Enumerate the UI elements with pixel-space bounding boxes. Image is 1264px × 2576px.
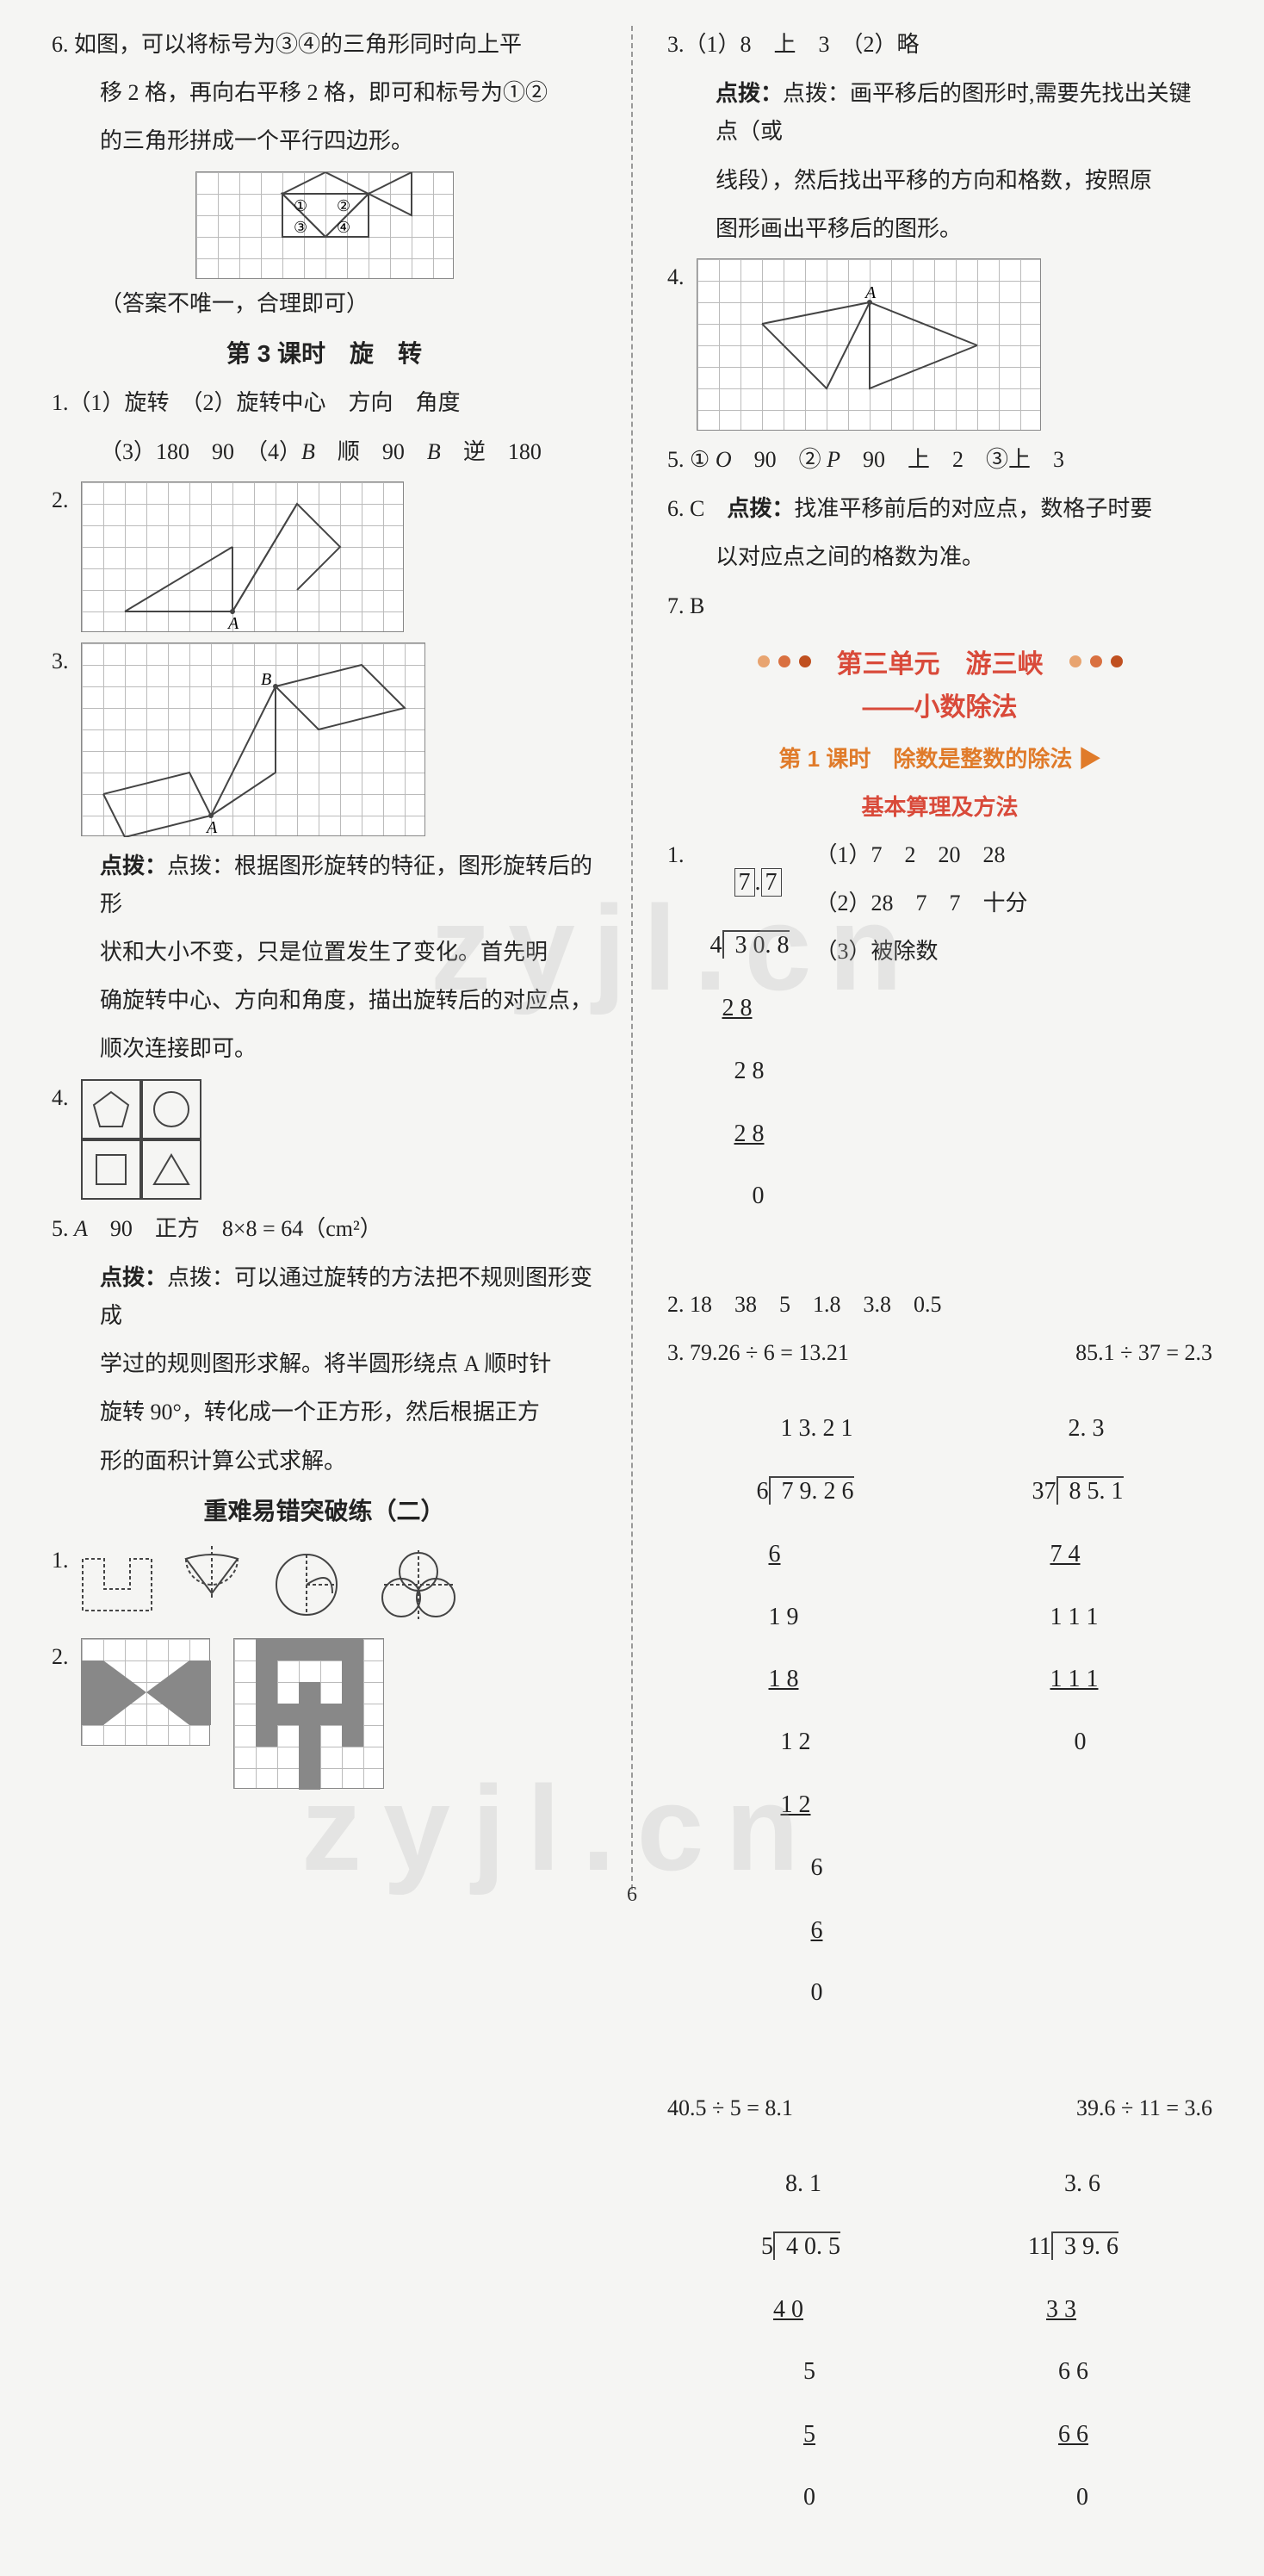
rq3divs: 1 3. 2 1 6 7 9. 2 6 6 1 9 1 8 1 2 1 2 6 … (667, 1382, 1212, 2072)
rq3: 3.（1）8 上 3 （2）略 (667, 26, 1212, 64)
div-39-6: 3. 6 11 3 9. 6 3 3 6 6 6 6 0 (1028, 2138, 1118, 2576)
q2-label: 2. (52, 487, 69, 512)
q3-hint2: 状和大小不变，只是位置发生了变化。首先明 (52, 934, 597, 971)
var-b: B (301, 439, 315, 464)
bottom-q2: 2. (52, 1638, 597, 1789)
rq3eq2row: 40.5 ÷ 5 = 8.1 39.6 ÷ 11 = 3.6 (667, 2089, 1212, 2127)
page-container: 6. 如图，可以将标号为③④的三角形同时向上平 移 2 格，再向右平移 2 格，… (34, 26, 1230, 1890)
q6-note: （答案不唯一，合理即可） (52, 285, 597, 323)
q3h1: 点拨：根据图形旋转的特征，图形旋转后的形 (100, 853, 592, 916)
rq1a3: （3）被除数 (815, 933, 1028, 971)
shape-triangle (141, 1139, 201, 1200)
q6-line3: 的三角形拼成一个平行四边形。 (52, 122, 597, 160)
q3-hint1: 点拨：点拨：根据图形旋转的特征，图形旋转后的形 (52, 847, 597, 923)
q4-label: 4. (52, 1085, 69, 1110)
rq1-row: 1. 7.7 4 3 0. 8 2 8 2 8 2 8 0 （1）7 2 20 … (667, 836, 1212, 1275)
bq2a-svg (82, 1639, 211, 1747)
svg-text:②: ② (337, 197, 350, 214)
svg-text:①: ① (294, 197, 307, 214)
svg-text:A: A (226, 614, 239, 633)
left-column: 6. 如图，可以将标号为③④的三角形同时向上平 移 2 格，再向右平移 2 格，… (34, 26, 614, 1890)
column-divider (631, 26, 633, 1890)
subtitle2: 重难易错突破练（二） (52, 1491, 597, 1532)
lesson3-q1: 1.（1）旋转 （2）旋转中心 方向 角度 (52, 384, 597, 422)
rq1-label: 1. (667, 836, 685, 874)
t3: 逆 180 (441, 439, 542, 464)
q5h1: 点拨：可以通过旋转的方法把不规则图形变成 (100, 1265, 592, 1328)
rq3-h3: 图形画出平移后的图形。 (667, 210, 1212, 248)
lesson3-q1b: （3）180 90 （4）B 顺 90 B 逆 180 (52, 433, 597, 471)
q4-row: 4. (52, 1079, 597, 1200)
shape-square (81, 1139, 141, 1200)
text: （3）180 90 （4） (100, 439, 301, 464)
bq1-label: 1. (52, 1548, 69, 1573)
unit3-dots: 第三单元 游三峡 (667, 642, 1212, 680)
rq6-1: 6. C 点拨：找准平移前后的对应点，数格子时要 (667, 489, 1212, 528)
shape-pentagon (81, 1079, 141, 1139)
unit3-title2: ——小数除法 (667, 686, 1212, 729)
q5-text: 5. A 90 正方 8×8 = 64（cm²） (52, 1210, 597, 1248)
q5-hint1: 点拨：点拨：可以通过旋转的方法把不规则图形变成 (52, 1258, 597, 1335)
rq3eq3: 40.5 ÷ 5 = 8.1 (667, 2089, 793, 2127)
rq3divs2: 8. 1 5 4 0. 5 4 0 5 5 0 3. 6 11 3 9. 6 3… (667, 2138, 1212, 2576)
q3-label: 3. (52, 649, 69, 673)
div-40-5: 8. 1 5 4 0. 5 4 0 5 5 0 (761, 2138, 840, 2576)
bq2-label: 2. (52, 1644, 69, 1669)
bottom-q1: 1. (52, 1542, 597, 1628)
div-79-26: 1 3. 2 1 6 7 9. 2 6 6 1 9 1 8 1 2 1 2 6 … (757, 1382, 854, 2072)
rq3h1t: 点拨：画平移后的图形时,需要先找出关键点（或 (716, 81, 1192, 144)
rq2: 2. 18 38 5 1.8 3.8 0.5 (667, 1286, 1212, 1324)
svg-text:A: A (864, 283, 877, 302)
rq6-2: 以对应点之间的格数为准。 (667, 538, 1212, 576)
rq4: 4. A (667, 258, 1212, 431)
bq1-svg (74, 1542, 548, 1628)
rq1-answers: （1）7 2 20 28 （2）28 7 7 十分 （3）被除数 (815, 836, 1028, 982)
lesson3-title: 第 3 课时 旋 转 (52, 333, 597, 375)
var-b2: B (427, 439, 441, 464)
lesson1-title: 第 1 课时 除数是整数的除法 ▶ (667, 740, 1212, 778)
div-85-1: 2. 3 37 8 5. 1 7 4 1 1 1 1 1 1 0 (1032, 1382, 1124, 2072)
q6-figure: ① ② ③ ④ (52, 171, 597, 285)
rq4-svg: A (697, 259, 1042, 431)
triangle-icon: ▶ (1079, 746, 1101, 772)
q5-hint4: 形的面积计算公式求解。 (52, 1443, 597, 1480)
rq3-h2: 线段），然后找出平移的方向和格数，按照原 (667, 162, 1212, 200)
rq7: 7. B (667, 587, 1212, 625)
rq1a2: （2）28 7 7 十分 (815, 885, 1028, 922)
q6-line1: 6. 如图，可以将标号为③④的三角形同时向上平 (52, 26, 597, 64)
q3-row: 3. A B (52, 642, 597, 836)
rq3eq1: 3. 79.26 ÷ 6 = 13.21 (667, 1334, 849, 1372)
rq1-div: 7.7 4 3 0. 8 2 8 2 8 2 8 0 (710, 836, 790, 1275)
q3-hint4: 顺次连接即可。 (52, 1030, 597, 1068)
rq5: 5. ① O 90 ② P 90 上 2 ③上 3 (667, 441, 1212, 479)
q6-svg: ① ② ③ ④ (196, 172, 455, 280)
q6-line2: 移 2 格，再向右平移 2 格，即可和标号为①② (52, 74, 597, 112)
rq3-h1: 点拨：点拨：画平移后的图形时,需要先找出关键点（或 (667, 74, 1212, 151)
right-column: 3.（1）8 上 3 （2）略 点拨：点拨：画平移后的图形时,需要先找出关键点（… (650, 26, 1230, 1890)
bq2b-svg (234, 1639, 385, 1790)
rq3eq2: 85.1 ÷ 37 = 2.3 (1075, 1334, 1212, 1372)
shape-circle (141, 1079, 201, 1139)
unit3-title: 第三单元 游三峡 (837, 642, 1044, 680)
svg-text:④: ④ (337, 219, 350, 236)
q5-hint2: 学过的规则图形求解。将半圆形绕点 A 顺时针 (52, 1345, 597, 1383)
q2-row: 2. A (52, 481, 597, 632)
svg-text:A: A (205, 818, 218, 837)
rq3eq4: 39.6 ÷ 11 = 3.6 (1076, 2089, 1212, 2127)
page-number: 6 (627, 1884, 637, 1907)
rq4-label: 4. (667, 264, 685, 289)
lesson1-sub: 基本算理及方法 (667, 788, 1212, 826)
rq1a1: （1）7 2 20 28 (815, 836, 1028, 874)
q3-hint3: 确旋转中心、方向和角度，描出旋转后的对应点， (52, 982, 597, 1020)
rq3eq: 3. 79.26 ÷ 6 = 13.21 85.1 ÷ 37 = 2.3 (667, 1334, 1212, 1372)
svg-text:B: B (261, 670, 271, 689)
svg-text:③: ③ (294, 219, 307, 236)
l1t: 第 1 课时 除数是整数的除法 (778, 746, 1072, 772)
q5-hint3: 旋转 90°，转化成一个正方形，然后根据正方 (52, 1394, 597, 1431)
q2-svg: A (82, 482, 405, 633)
t2: 顺 90 (315, 439, 427, 464)
q3-svg: A B (82, 643, 426, 837)
